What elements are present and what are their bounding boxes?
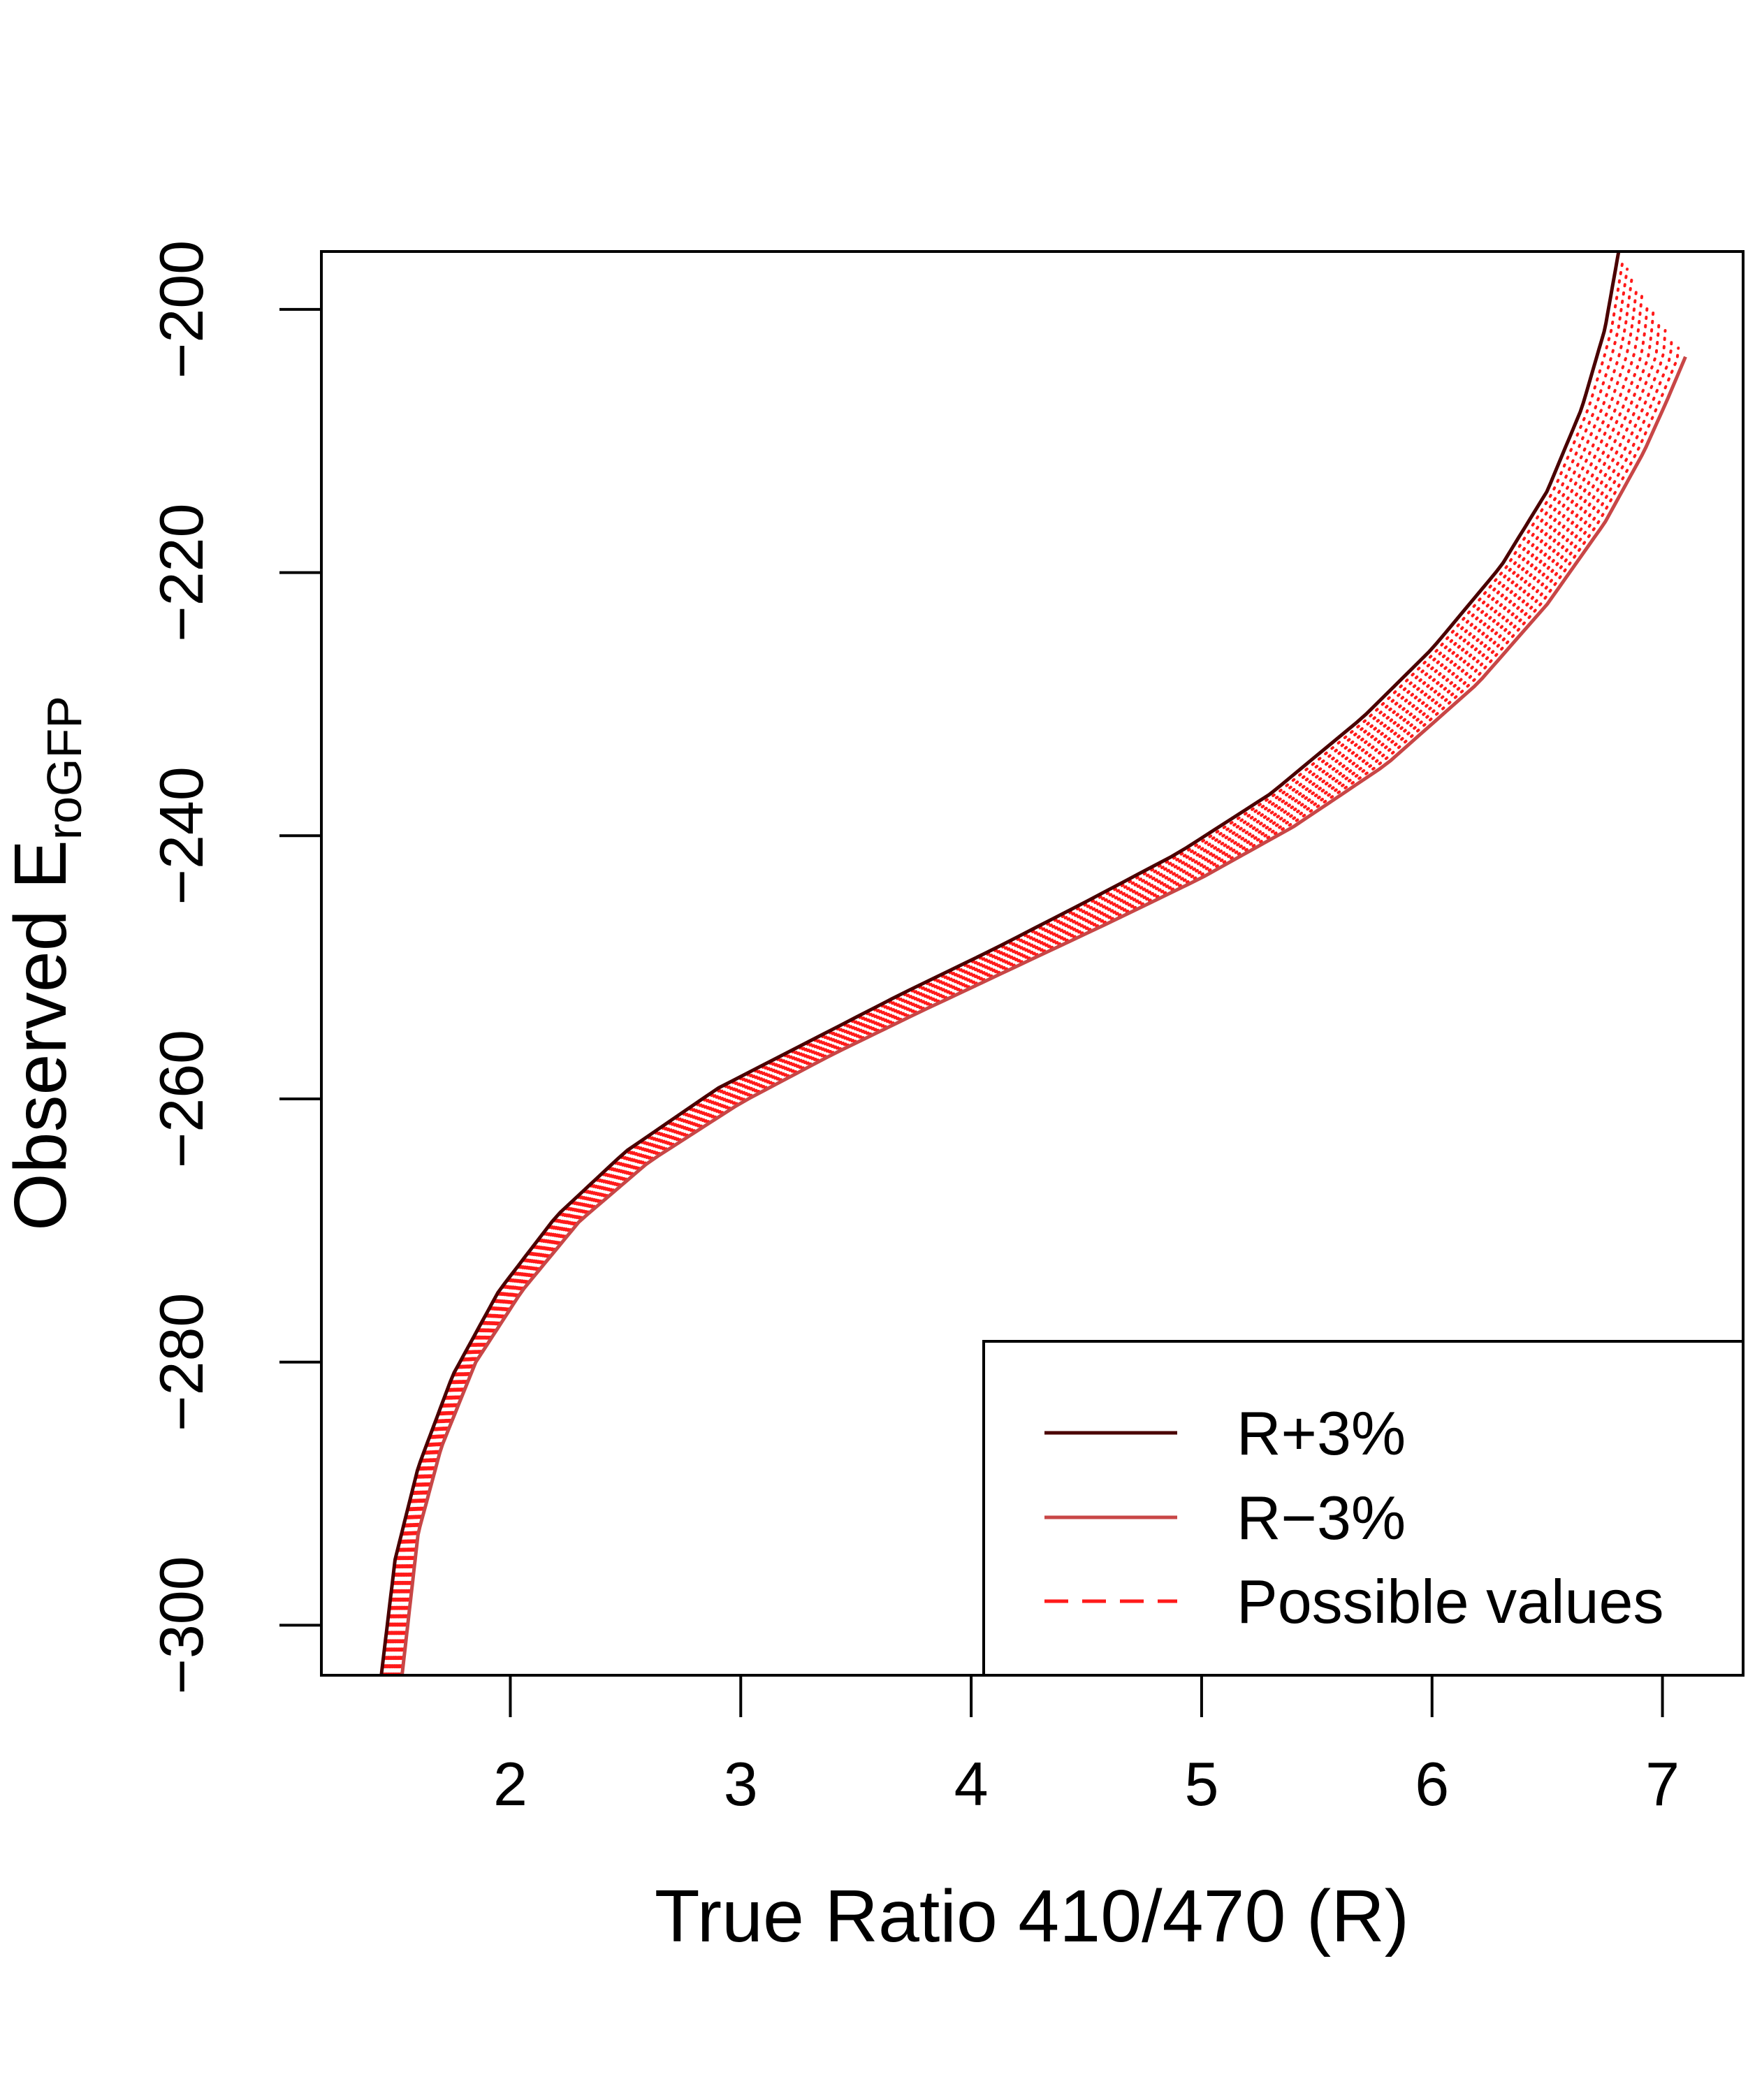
- possible-values-curve: [388, 293, 1644, 1675]
- x-axis-title: True Ratio 410/470 (R): [655, 1875, 1409, 1957]
- possible-values-curve: [397, 337, 1673, 1675]
- x-tick-label: 7: [1645, 1749, 1680, 1818]
- x-tick-label: 5: [1184, 1749, 1218, 1818]
- series-line-r-plus-3: [379, 251, 1621, 1675]
- possible-values-curve: [392, 311, 1655, 1675]
- legend-label: R−3%: [1237, 1483, 1406, 1552]
- possible-values-band: [379, 251, 1687, 1675]
- y-tick-label: −240: [147, 766, 216, 905]
- series-line-r-minus-3: [400, 356, 1687, 1675]
- x-axis: 2 3 4 5 6 7: [493, 1674, 1680, 1818]
- legend-box: [982, 1340, 1745, 1677]
- y-axis-title-main: Observed E: [0, 840, 82, 1231]
- y-tick-label: −260: [147, 1030, 216, 1168]
- possible-values-curve: [381, 258, 1624, 1675]
- possible-values-curve: [393, 320, 1661, 1675]
- legend-label: Possible values: [1237, 1567, 1663, 1636]
- x-tick-label: 2: [493, 1749, 527, 1818]
- x-tick-label: 6: [1415, 1749, 1449, 1818]
- y-tick-label: −280: [147, 1293, 216, 1431]
- possible-values-curve: [390, 302, 1649, 1675]
- legend-label: R+3%: [1237, 1399, 1406, 1468]
- y-tick-label: −300: [147, 1556, 216, 1694]
- y-axis-title-subscript: roGFP: [37, 696, 92, 840]
- legend: R+3% R−3% Possible values: [982, 1340, 1745, 1677]
- y-axis-title: Observed EroGFP: [0, 696, 92, 1231]
- possible-values-curve: [399, 347, 1680, 1675]
- y-tick-label: −200: [147, 240, 216, 379]
- x-tick-label: 4: [954, 1749, 989, 1818]
- possible-values-curve: [385, 276, 1633, 1675]
- series-lines: [379, 251, 1687, 1675]
- x-tick-label: 3: [724, 1749, 758, 1818]
- y-axis: −300 −280 −260 −240 −220 −200: [147, 240, 323, 1695]
- y-tick-label: −220: [147, 503, 216, 641]
